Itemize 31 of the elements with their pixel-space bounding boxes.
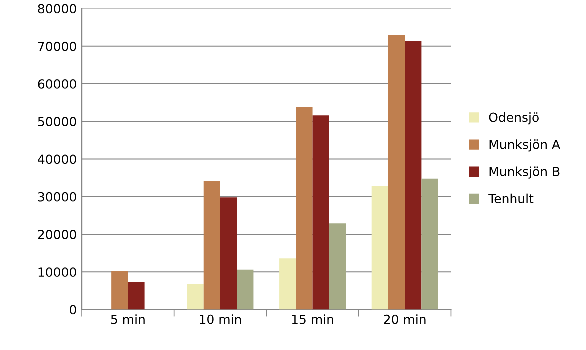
bar [204, 181, 220, 310]
y-tick-label: 10000 [38, 268, 76, 278]
legend-label: Odensjö [489, 112, 539, 125]
y-tick-label: 20000 [38, 230, 76, 240]
bar [187, 284, 204, 310]
x-tick-label: 15 min [292, 314, 334, 324]
bar [405, 41, 422, 310]
bar [220, 198, 238, 310]
x-tick-label: 20 min [384, 314, 426, 324]
y-tick-label: 80000 [38, 4, 76, 14]
bar [422, 178, 438, 310]
bar [372, 186, 388, 310]
x-tick-label: 5 min [111, 314, 145, 324]
y-tick-label: 30000 [38, 192, 76, 202]
bar [280, 258, 296, 310]
legend-label: Munksjön A [490, 140, 560, 152]
bar [388, 35, 406, 310]
bar [237, 270, 254, 310]
x-tick-label: 10 min [200, 314, 242, 324]
y-tick-label: 70000 [38, 42, 76, 52]
bar [329, 224, 346, 310]
bar [312, 116, 330, 310]
legend-label: Munksjön B [490, 166, 560, 179]
y-tick-label: 40000 [38, 154, 76, 164]
bar [296, 106, 313, 310]
y-tick-label: 50000 [38, 117, 76, 127]
bar [128, 282, 145, 310]
y-tick-label: 60000 [38, 79, 76, 89]
bar [112, 271, 128, 310]
legend-label: Tenhult [488, 194, 534, 204]
y-tick-label: 0 [70, 305, 76, 315]
